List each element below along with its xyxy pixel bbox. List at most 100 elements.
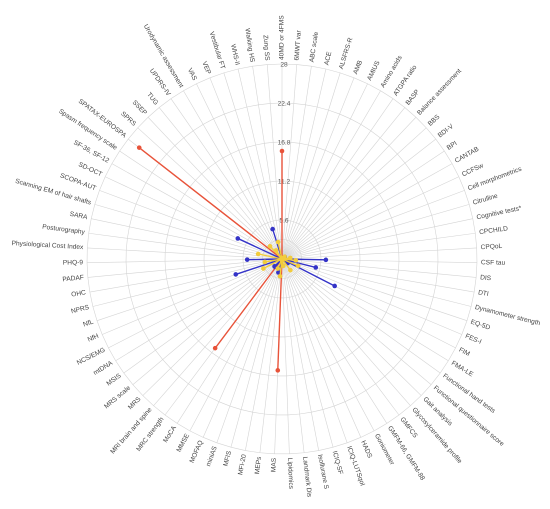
spoke-landmark-dis (281, 258, 305, 453)
category-label-msis: MSIS (105, 372, 123, 387)
series-point-ncs-emg (261, 266, 266, 271)
spoke-vas (196, 83, 283, 260)
spoke-iciq-sf (281, 258, 334, 448)
category-label-posturography: Posturography (42, 224, 86, 237)
category-label-nfl: NfL (82, 319, 94, 329)
category-label-fes-i: FES-I (464, 333, 482, 346)
category-label-citrulline: Citrulline (472, 193, 499, 207)
category-label-amius: AMIUS (366, 59, 382, 81)
category-label-sd-oct: SD-OCT (77, 161, 103, 178)
series-line-nfl (235, 258, 283, 276)
category-label-moca: MoCA (162, 424, 178, 444)
series-point-vestibular-ft (270, 226, 275, 232)
spoke-isoflurane-s (281, 258, 319, 451)
category-label-mofaq: MOFAQ (189, 440, 205, 465)
category-label-spatax-eurospa: SPATAX-EUROSPA (77, 98, 128, 140)
grid-ring (86, 63, 478, 455)
category-label-fma-le: FMA-LE (450, 360, 475, 379)
category-label-bdi-v: BDI-V (437, 123, 456, 140)
category-label-mas: MAS (270, 457, 278, 472)
series-point-ohc (262, 259, 268, 265)
series-point-dynamometer-strength (313, 265, 319, 270)
spoke-hads (281, 258, 362, 438)
spoke-ssep (147, 117, 283, 260)
spoke-amius (281, 83, 368, 260)
category-label-scopa-aut: SCOPA-AUT (59, 172, 97, 192)
category-label-ccfsw: CCFSw (461, 162, 485, 178)
spoke-sprs (137, 127, 283, 260)
series-point-mfis (276, 270, 281, 275)
spoke-atgpa-ratio (281, 98, 394, 260)
spoke-eq-5d (281, 258, 468, 321)
category-label-iciq-sf: ICIQ-SF (331, 450, 344, 475)
category-label-bpi: BPI (446, 140, 459, 152)
category-label-ncs-emg: NCS/EMG (76, 347, 107, 367)
category-label-cantab: CANTAB (454, 145, 481, 164)
spoke-cpqol (281, 247, 477, 260)
grid-ring (125, 102, 439, 416)
spoke-dis (281, 258, 477, 278)
category-label-urodynamic-assessment: Urodynamic assessment (142, 23, 185, 89)
category-label-alsfrs-r: ALSFRS-R (338, 37, 354, 70)
category-label-cognitive-tests: Cognitive tests* (476, 205, 523, 221)
spoke-msis (123, 258, 283, 374)
spoke-nfh (102, 258, 283, 335)
spoke-bpi (281, 150, 445, 260)
spoke-balance-assessment (281, 117, 417, 260)
category-label-ohc: OHC (71, 289, 87, 298)
spoke-6mwt-var (281, 64, 298, 260)
category-label-vestibular-ft: Vestibular FT (208, 31, 226, 70)
spoke-functional-questionnaire-score (281, 258, 432, 385)
category-label-gmfm-66-gmfm-88: GMFM-66, GMFM-88 (386, 425, 426, 482)
category-label-nprs: NPRS (70, 304, 90, 315)
radial-ticks: 5.6 11.2 16.8 22.4 28 (278, 62, 291, 225)
spoke-tug (158, 107, 283, 260)
series-line-ncs-emg (263, 258, 283, 270)
spoke-minias (216, 258, 283, 443)
spoke-ncs-emg (108, 258, 283, 349)
category-label-iciq-lutsqol: ICIQ-LUTSqol (345, 445, 366, 487)
series-layer (136, 145, 337, 373)
series-point-fes-i (295, 263, 301, 269)
spoke-moca (176, 258, 283, 424)
category-label-mmse: MMSE (176, 432, 192, 453)
spoke-cantab (281, 163, 453, 260)
series-line-sara (258, 253, 283, 260)
spoke-ohc (89, 258, 283, 293)
spoke-mrs (142, 258, 283, 396)
spoke-cognitive-tests (281, 218, 473, 260)
radial-tick-label: 16.8 (278, 140, 291, 147)
category-label-whs-ii: WHS-II (229, 44, 241, 66)
spoke-mrs-scale (132, 258, 283, 385)
spoke-sara (91, 218, 283, 260)
category-label-fim: FIM (458, 347, 471, 358)
spoke-fes-i (281, 258, 462, 335)
category-label-functional-hand-tests: Functional hand tests (441, 373, 497, 416)
category-label-zung-ss: Zung SS (262, 35, 271, 62)
spoke-scanning-em-of-hair-shafts (94, 204, 283, 260)
spoke-mfis (230, 258, 283, 448)
category-label-mtdna: mtDNA (92, 360, 114, 377)
spoke-functional-hand-tests (281, 258, 441, 374)
spoke-mtdna (115, 258, 283, 361)
category-label-dti: DTI (478, 289, 490, 298)
category-label-hads: HADS (359, 440, 373, 460)
spoke-urodynamic-assessment (183, 90, 283, 260)
spoke-basp (281, 107, 406, 260)
category-label-nfh: NfH (87, 333, 100, 344)
category-label-vep: VEP (200, 61, 212, 76)
spoke-lipidomics (281, 258, 290, 454)
spoke-glycosylceramide-profile (281, 258, 411, 406)
spoke-gmfm-66-gmfm-88 (281, 258, 388, 424)
category-label-gmfcs: GMFCS (399, 416, 419, 440)
spoke-abc-scale (281, 66, 312, 260)
spoke-meps (259, 258, 283, 453)
series-point-dis (293, 258, 299, 263)
series-point-meps (277, 274, 283, 279)
series-point-mrc-strength (212, 345, 218, 351)
radial-tick-label: 28 (280, 62, 288, 69)
spoke-cpchild (281, 232, 476, 260)
spoke-amb (281, 77, 355, 260)
series-point-mofaq (275, 266, 281, 271)
